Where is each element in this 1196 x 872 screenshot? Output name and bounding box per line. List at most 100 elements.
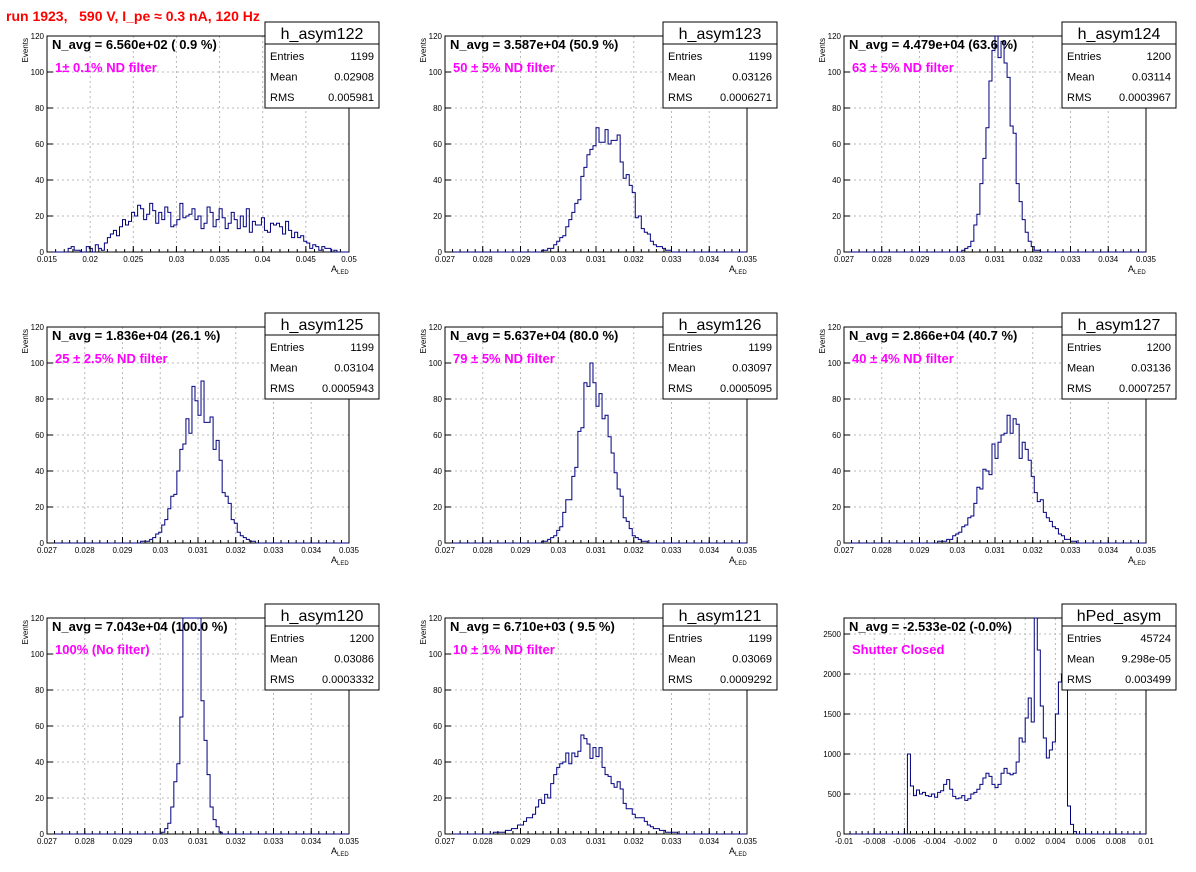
x-tick-label: -0.008 [863, 837, 886, 846]
y-tick-label: 20 [35, 212, 44, 221]
stats-label: Mean [1067, 72, 1095, 84]
x-tick-label: 0.045 [296, 255, 317, 264]
y-tick-label: 0 [837, 830, 842, 839]
navg-label: N_avg = 6.560e+02 ( 0.9 %) [52, 37, 217, 52]
stats-label: Mean [668, 363, 696, 375]
y-tick-label: 1000 [823, 750, 841, 759]
x-tick-label: 0.032 [226, 546, 247, 555]
stats-value: 0.0005095 [720, 383, 772, 395]
y-tick-label: 20 [433, 212, 442, 221]
x-tick-label: 0.027 [435, 255, 456, 264]
y-tick-label: 120 [31, 614, 45, 623]
y-tick-label: 100 [828, 68, 842, 77]
x-tick-label: 0.03 [152, 546, 168, 555]
x-tick-label: 0.035 [1136, 546, 1157, 555]
stats-value: 1200 [1147, 342, 1171, 354]
x-tick-label: 0.031 [188, 837, 209, 846]
histogram-panel-h_asym124: 0.027 0.028 0.029 0.03 0.031 0.032 0.033 0.034 0… [818, 21, 1177, 276]
x-tick-label: 0.033 [263, 837, 284, 846]
y-tick-label: 40 [433, 467, 442, 476]
navg-label: N_avg = 5.637e+04 (80.0 %) [450, 328, 618, 343]
stats-value: 0.0003967 [1119, 92, 1171, 104]
x-tick-label: 0.033 [661, 255, 682, 264]
y-tick-label: 120 [828, 32, 842, 41]
x-tick-label: 0.03 [152, 837, 168, 846]
x-axis-label: ALED [729, 846, 747, 858]
run-title: run 1923, 590 V, I_pe ≈ 0.3 nA, 120 Hz [6, 8, 260, 24]
x-tick-label: 0.034 [1098, 546, 1119, 555]
stats-label: Entries [668, 633, 703, 645]
filter-annotation: Shutter Closed [852, 642, 945, 657]
y-tick-label: 60 [433, 722, 442, 731]
histogram-line [844, 35, 1146, 253]
histogram-name: h_asym123 [679, 26, 762, 43]
y-tick-label: 0 [837, 539, 842, 548]
x-tick-label: 0.031 [586, 255, 607, 264]
y-tick-label: 0 [40, 539, 45, 548]
x-tick-label: 0.034 [301, 546, 322, 555]
stats-label: Mean [1067, 363, 1095, 375]
histogram-line [844, 414, 1146, 544]
y-tick-label: 60 [832, 140, 841, 149]
stats-label: RMS [270, 674, 294, 686]
stats-value: 1199 [748, 51, 772, 63]
histogram-line [445, 734, 747, 835]
y-tick-label: 120 [429, 614, 443, 623]
y-tick-label: 0 [40, 248, 45, 257]
x-tick-label: -0.002 [953, 837, 976, 846]
x-tick-label: 0.032 [624, 837, 645, 846]
y-tick-label: 60 [433, 431, 442, 440]
x-axis-label: ALED [729, 555, 747, 567]
x-tick-label: -0.01 [835, 837, 854, 846]
stats-box [264, 312, 380, 400]
x-tick-label: 0.03 [169, 255, 185, 264]
filter-annotation: 100% (No filter) [55, 642, 150, 657]
y-tick-label: 60 [35, 140, 44, 149]
x-tick-label: 0.035 [737, 546, 758, 555]
histogram-panel-h_asym121: 0.027 0.028 0.029 0.03 0.031 0.032 0.033 0.034 0… [419, 603, 778, 858]
stats-value: 0.03097 [732, 363, 772, 375]
x-axis-label: ALED [331, 264, 349, 276]
y-tick-label: 100 [429, 68, 443, 77]
y-tick-label: 0 [837, 248, 842, 257]
x-tick-label: 0.03 [949, 546, 965, 555]
histogram-name: h_asym127 [1078, 317, 1161, 334]
x-tick-label: 0.035 [737, 255, 758, 264]
x-tick-label: 0.027 [834, 546, 855, 555]
x-axis-label: ALED [729, 264, 747, 276]
stats-box [1061, 21, 1177, 109]
filter-annotation: 50 ± 5% ND filter [453, 60, 555, 75]
x-tick-label: 0.033 [661, 546, 682, 555]
stats-value: 0.03069 [732, 654, 772, 666]
stats-value: 0.03104 [334, 363, 374, 375]
histogram-name: h_asym124 [1078, 26, 1161, 43]
y-tick-label: 20 [35, 503, 44, 512]
x-tick-label: 0.027 [435, 546, 456, 555]
y-tick-label: 100 [429, 359, 443, 368]
histogram-line [445, 362, 747, 544]
stats-value: 0.03086 [334, 654, 374, 666]
x-tick-label: 0.029 [112, 546, 133, 555]
y-tick-label: 120 [429, 32, 443, 41]
stats-label: RMS [668, 383, 692, 395]
x-tick-label: 0.033 [1060, 255, 1081, 264]
x-tick-label: 0.03 [550, 255, 566, 264]
stats-value: 45724 [1140, 633, 1171, 645]
y-axis-label: Events [21, 38, 30, 62]
x-tick-label: 0.006 [1076, 837, 1097, 846]
stats-value: 0.0005943 [322, 383, 374, 395]
x-tick-label: 0.034 [301, 837, 322, 846]
histogram-name: h_asym121 [679, 608, 762, 625]
stats-value: 0.005981 [328, 92, 374, 104]
y-tick-label: 0 [438, 248, 443, 257]
stats-box [662, 312, 778, 400]
filter-annotation: 10 ± 1% ND filter [453, 642, 555, 657]
x-tick-label: 0.032 [1023, 546, 1044, 555]
y-tick-label: 80 [35, 104, 44, 113]
y-tick-label: 0 [40, 830, 45, 839]
stats-value: 0.0009292 [720, 674, 772, 686]
y-tick-label: 80 [35, 395, 44, 404]
navg-label: N_avg = 4.479e+04 (63.6 %) [849, 37, 1017, 52]
stats-value: 1199 [748, 342, 772, 354]
filter-annotation: 1± 0.1% ND filter [55, 60, 157, 75]
